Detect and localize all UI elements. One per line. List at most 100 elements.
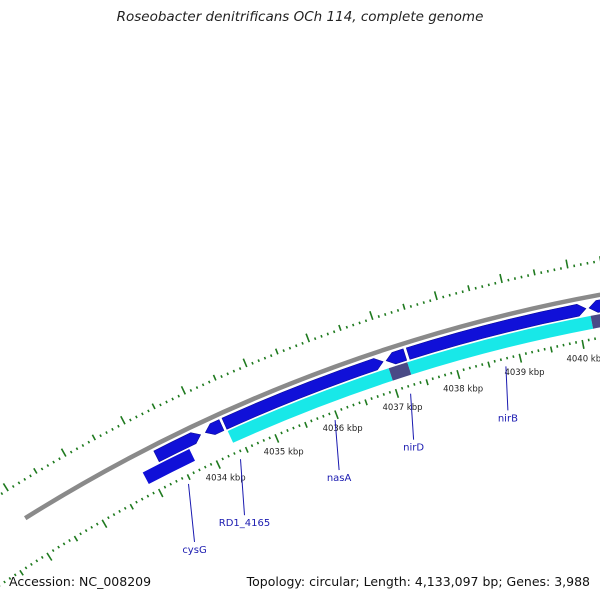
inner-tick (24, 566, 28, 570)
outer-tick (207, 380, 211, 384)
inner-tick (198, 468, 201, 472)
inner-tick (262, 438, 266, 442)
outer-tick (461, 290, 464, 294)
outer-tick (559, 267, 562, 270)
inner-tick (456, 369, 461, 380)
outer-tick (474, 286, 477, 290)
outer-tick (46, 464, 50, 468)
inner-tick (468, 366, 471, 370)
outer-tick (129, 418, 132, 422)
cds-forward-arrow (588, 299, 600, 313)
outer-tick (565, 259, 569, 269)
outer-tick (263, 356, 267, 360)
inner-tick (51, 549, 55, 553)
inner-tick (316, 417, 319, 420)
inner-tick (186, 474, 191, 481)
outer-tick (499, 273, 503, 284)
outer-tick (23, 477, 27, 481)
outer-tick (513, 277, 516, 280)
outer-tick (2, 482, 9, 492)
inner-tick (107, 516, 110, 520)
inner-tick (512, 355, 515, 358)
outer-tick (180, 385, 187, 395)
inner-tick (68, 538, 71, 543)
inner-tick (575, 341, 578, 344)
outer-tick (295, 344, 298, 348)
gene-label: cysG (182, 545, 206, 556)
outer-tick (151, 403, 156, 410)
inner-tick (364, 399, 368, 406)
outer-tick (111, 427, 114, 431)
gene-label: nirB (498, 413, 518, 424)
inner-tick (431, 377, 434, 381)
gene-leader-line (334, 420, 340, 471)
scale-label: 4040 kbp (566, 355, 600, 365)
outer-tick (352, 323, 355, 327)
outer-tick (288, 346, 292, 350)
inner-tick (518, 353, 523, 363)
inner-tick (250, 444, 254, 448)
inner-tick (346, 405, 349, 409)
inner-tick (3, 580, 6, 584)
inner-tick (101, 519, 108, 528)
outer-tick (81, 444, 85, 447)
cds-forward-arrow (221, 358, 384, 430)
outer-tick (195, 386, 199, 390)
inner-tick (419, 381, 422, 384)
outer-tick (338, 324, 342, 331)
outer-tick (553, 268, 556, 272)
outer-tick (52, 460, 55, 464)
outer-tick (99, 434, 102, 438)
inner-tick (425, 379, 429, 386)
outer-tick (442, 295, 445, 299)
outer-tick (274, 348, 279, 355)
cds-reverse-bar (142, 449, 195, 484)
inner-tick (531, 350, 534, 354)
inner-tick (209, 462, 213, 466)
scale-label: 4037 kbp (382, 403, 422, 413)
outer-tick (189, 388, 193, 392)
inner-tick (227, 454, 230, 458)
outer-tick (416, 303, 419, 306)
gene-label: nasA (327, 473, 352, 484)
outer-tick (593, 260, 596, 264)
outer-tick (40, 467, 44, 471)
outer-tick (305, 333, 311, 343)
outer-tick (226, 372, 229, 376)
inner-tick (163, 485, 167, 489)
inner-tick (537, 349, 540, 353)
inner-tick (35, 559, 39, 563)
cds-forward-arrow (204, 419, 225, 435)
outer-tick (120, 415, 126, 425)
inner-tick (256, 441, 260, 445)
inner-tick (310, 419, 313, 423)
outer-tick (364, 319, 368, 323)
inner-tick (112, 513, 116, 517)
inner-tick (40, 555, 44, 559)
outer-tick (384, 313, 387, 316)
outer-tick (455, 292, 458, 295)
inner-tick (203, 465, 207, 469)
map-title: Roseobacter denitrificans OCh 114, compl… (116, 9, 484, 25)
dark-feature-bar (388, 362, 412, 381)
outer-tick (448, 293, 451, 297)
inner-tick (192, 471, 195, 475)
scale-label: 4034 kbp (206, 473, 246, 483)
genome-backbone (24, 292, 600, 521)
inner-tick (215, 460, 221, 469)
outer-tick (257, 359, 260, 363)
gene-label: nirD (403, 443, 424, 454)
inner-tick (84, 529, 88, 533)
inner-tick (169, 482, 173, 486)
inner-tick (340, 408, 343, 411)
inner-tick (568, 342, 571, 346)
outer-tick (326, 332, 329, 336)
inner-tick (118, 509, 121, 513)
outer-tick (105, 431, 108, 435)
accession-label: Accession: NC_008209 (9, 574, 152, 589)
outer-tick (377, 315, 380, 318)
genome-summary: Topology: circular; Length: 4,133,097 bp… (246, 574, 590, 589)
inner-tick (481, 363, 484, 367)
inner-tick (474, 364, 478, 368)
outer-tick-track (0, 256, 600, 496)
